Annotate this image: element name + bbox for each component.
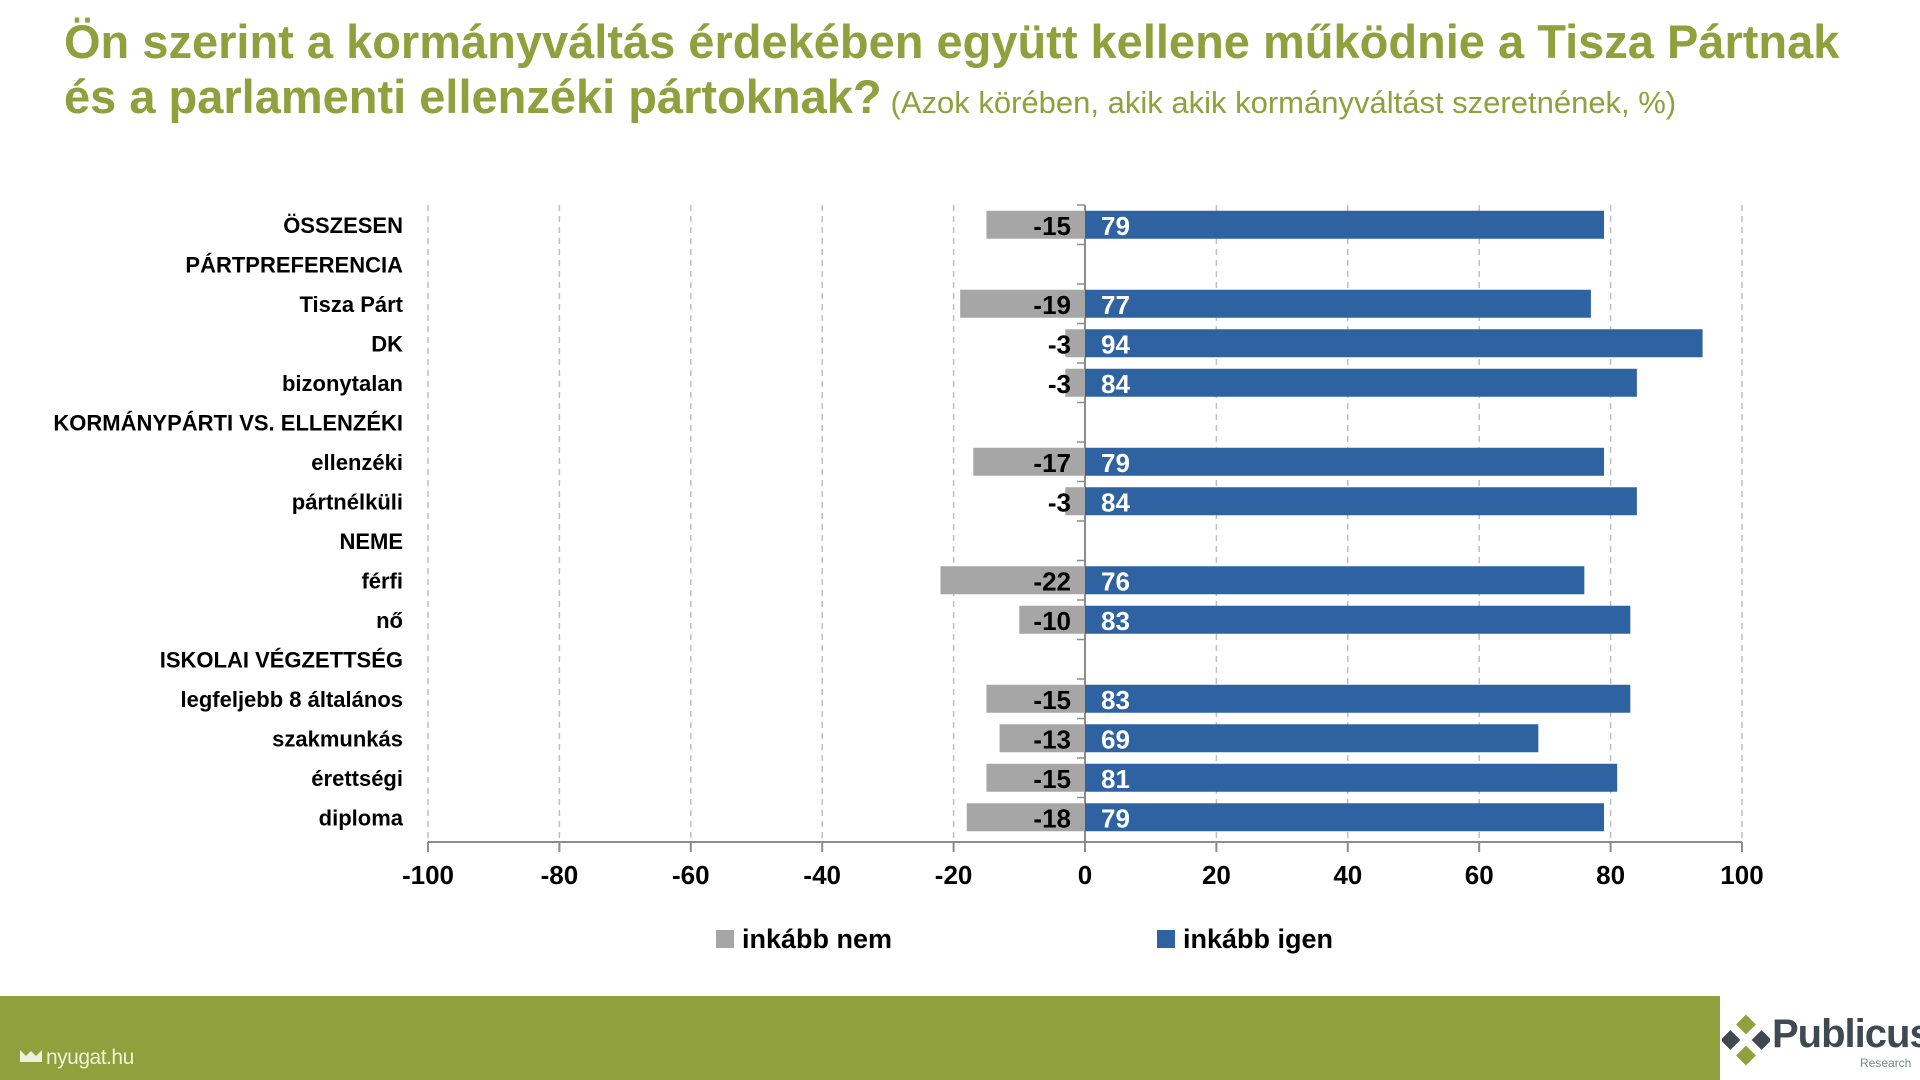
bar-inkabb-igen: [1085, 724, 1539, 753]
category-label: ellenzéki: [311, 450, 403, 475]
data-label-inkabb-nem: -3: [1048, 487, 1071, 517]
diverging-bar-chart: -100 -80 -60 -40 -20 0 20 40 60 80 100 ÖSSZESEN -15 7…: [53, 204, 1764, 954]
bar-inkabb-igen: [1085, 368, 1637, 397]
data-label-inkabb-igen: 83: [1101, 606, 1130, 636]
x-tick-label: -100: [402, 860, 454, 890]
data-label-inkabb-nem: -22: [1033, 566, 1071, 596]
x-tick-label: 100: [1720, 860, 1763, 890]
x-tick-label: -60: [672, 860, 710, 890]
category-label: DK: [371, 331, 403, 356]
legend-label-inkabb-igen: inkább igen: [1183, 924, 1333, 954]
data-label-inkabb-igen: 69: [1101, 724, 1130, 754]
legend-swatch-inkabb-nem: [716, 930, 734, 948]
chart-title-main: Ön szerint a kormányváltás érdekében egy…: [64, 15, 1840, 124]
logo-area: [1720, 996, 1920, 1080]
bar-inkabb-igen: [1085, 289, 1591, 318]
x-tick-label: -80: [541, 860, 579, 890]
bar-inkabb-nem: [986, 210, 1085, 239]
logo-subtext: Research: [1860, 1056, 1912, 1070]
data-label-inkabb-nem: -17: [1033, 448, 1071, 478]
logo-text: Publicus: [1772, 1012, 1920, 1056]
bar-inkabb-nem: [973, 447, 1085, 476]
bar-inkabb-nem: [1065, 368, 1085, 397]
bar-inkabb-nem: [940, 566, 1085, 595]
category-label: NEME: [339, 529, 403, 554]
category-label: Tisza Párt: [299, 292, 403, 317]
bar-inkabb-igen: [1085, 605, 1631, 634]
bar-inkabb-nem: [986, 763, 1085, 792]
legend-label-inkabb-nem: inkább nem: [742, 924, 892, 954]
data-label-inkabb-nem: -15: [1033, 685, 1071, 715]
data-label-inkabb-nem: -15: [1033, 211, 1071, 241]
bar-inkabb-igen: [1085, 684, 1631, 713]
category-label: diploma: [319, 805, 404, 830]
category-label: férfi: [361, 568, 403, 593]
data-label-inkabb-igen: 79: [1101, 211, 1130, 241]
data-label-inkabb-nem: -18: [1033, 803, 1071, 833]
bar-inkabb-igen: [1085, 487, 1637, 516]
category-label: PÁRTPREFERENCIA: [185, 252, 403, 277]
data-label-inkabb-igen: 84: [1101, 369, 1130, 399]
bar-inkabb-nem: [1065, 487, 1085, 516]
category-label: KORMÁNYPÁRTI VS. ELLENZÉKI: [53, 410, 403, 435]
bar-inkabb-nem: [960, 289, 1085, 318]
category-label: nő: [376, 608, 403, 633]
bar-inkabb-igen: [1085, 447, 1605, 476]
source-label: nyugat.hu: [46, 1046, 134, 1069]
data-label-inkabb-nem: -10: [1033, 606, 1071, 636]
category-label: ÖSSZESEN: [283, 213, 403, 238]
bar-inkabb-igen: [1085, 763, 1618, 792]
x-tick-label: 40: [1333, 860, 1362, 890]
data-label-inkabb-nem: -3: [1048, 329, 1071, 359]
x-tick-label: -40: [803, 860, 841, 890]
x-tick-label: 80: [1596, 860, 1625, 890]
category-label: ISKOLAI VÉGZETTSÉG: [160, 647, 403, 672]
x-tick-label: -20: [935, 860, 973, 890]
x-tick-label: 20: [1202, 860, 1231, 890]
data-label-inkabb-igen: 81: [1101, 764, 1130, 794]
category-label: pártnélküli: [292, 489, 403, 514]
bar-inkabb-igen: [1085, 210, 1605, 239]
category-label: bizonytalan: [282, 371, 403, 396]
data-label-inkabb-igen: 77: [1101, 290, 1130, 320]
category-label: szakmunkás: [272, 726, 403, 751]
bar-inkabb-igen: [1085, 566, 1585, 595]
category-label: legfeljebb 8 általános: [180, 687, 403, 712]
data-label-inkabb-nem: -13: [1033, 724, 1071, 754]
bar-inkabb-nem: [986, 684, 1085, 713]
bar-inkabb-nem: [966, 803, 1085, 832]
data-label-inkabb-igen: 79: [1101, 803, 1130, 833]
data-label-inkabb-nem: -19: [1033, 290, 1071, 320]
bar-inkabb-nem: [1065, 329, 1085, 358]
bar-inkabb-igen: [1085, 803, 1605, 832]
data-label-inkabb-igen: 76: [1101, 566, 1130, 596]
bar-inkabb-nem: [999, 724, 1085, 753]
data-label-inkabb-igen: 79: [1101, 448, 1130, 478]
bar-inkabb-nem: [1019, 605, 1085, 634]
chart-subtitle: (Azok körében, akik akik kormányváltást …: [890, 85, 1677, 121]
data-label-inkabb-igen: 84: [1101, 487, 1130, 517]
data-label-inkabb-nem: -15: [1033, 764, 1071, 794]
x-tick-label: 60: [1465, 860, 1494, 890]
category-label: érettségi: [311, 766, 403, 791]
chart-title: Ön szerint a kormányváltás érdekében egy…: [64, 14, 1884, 125]
data-label-inkabb-nem: -3: [1048, 369, 1071, 399]
legend-swatch-inkabb-igen: [1157, 930, 1175, 948]
x-tick-label: 0: [1078, 860, 1092, 890]
bar-inkabb-igen: [1085, 329, 1703, 358]
footer-bar: [0, 996, 1720, 1080]
data-label-inkabb-igen: 83: [1101, 685, 1130, 715]
publicus-logo-icon: [1722, 1014, 1770, 1066]
source-icon: [20, 1050, 42, 1062]
data-label-inkabb-igen: 94: [1101, 329, 1130, 359]
